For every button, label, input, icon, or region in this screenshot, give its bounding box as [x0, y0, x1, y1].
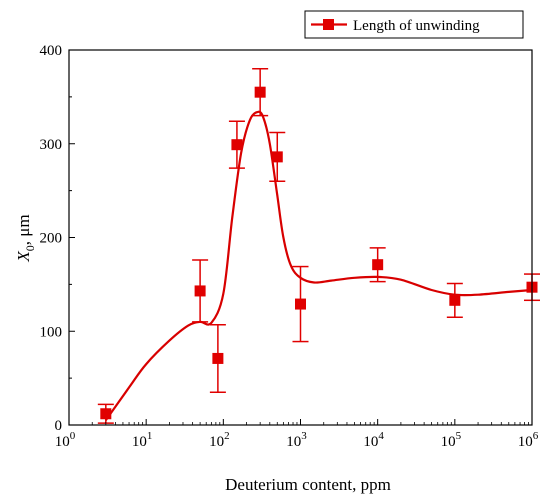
- data-point: [271, 151, 283, 163]
- x-tick-label: 103: [286, 430, 307, 450]
- x-tick-label-base: 10: [286, 434, 301, 450]
- x-tick-label: 100: [55, 430, 76, 450]
- plot-frame: [68, 49, 533, 426]
- data-point: [212, 352, 224, 364]
- x-tick-label-exponent: 5: [456, 430, 462, 442]
- x-tick-label: 102: [209, 430, 230, 450]
- x-tick-label-exponent: 6: [533, 430, 539, 442]
- x-tick-label: 105: [441, 430, 462, 450]
- y-axis-title-symbol: X: [14, 251, 33, 263]
- x-axis-title: Deuterium content, ppm: [225, 475, 391, 494]
- y-tick-label: 200: [40, 231, 63, 247]
- data-point: [231, 139, 243, 151]
- data-point: [194, 285, 206, 297]
- x-tick-label-base: 10: [518, 434, 533, 450]
- legend: Length of unwinding: [304, 10, 524, 39]
- fit-curve: [104, 110, 533, 421]
- data-point: [100, 408, 112, 420]
- data-point: [295, 298, 306, 310]
- x-tick-label: 101: [132, 430, 153, 450]
- y-axis-title-unit: , μm: [14, 214, 33, 245]
- x-tick-label-base: 10: [132, 434, 147, 450]
- x-tick-label: 106: [518, 430, 539, 450]
- marker-layer: [100, 86, 538, 420]
- fit-curve-layer: [104, 110, 533, 421]
- x-tick-label: 104: [363, 430, 384, 450]
- x-tick-label-base: 10: [55, 434, 70, 450]
- data-point: [372, 259, 384, 271]
- x-tick-label-base: 10: [441, 434, 456, 450]
- y-tick-label: 0: [55, 418, 63, 434]
- x-tick-label-exponent: 3: [301, 430, 307, 442]
- legend-label: Length of unwinding: [353, 18, 480, 34]
- x-tick-label-exponent: 2: [224, 430, 230, 442]
- legend-marker: [323, 19, 334, 30]
- y-tick-label: 400: [40, 43, 63, 59]
- error-bar-layer: [97, 68, 540, 424]
- x-tick-label-base: 10: [363, 434, 378, 450]
- data-point: [254, 86, 266, 98]
- x-tick-label-exponent: 4: [378, 430, 384, 442]
- y-axis-title-subscript: 0: [23, 245, 37, 251]
- y-tick-label: 300: [40, 137, 63, 153]
- x-tick-label-exponent: 1: [147, 430, 153, 442]
- x-tick-label-base: 10: [209, 434, 224, 450]
- y-tick-label: 100: [40, 324, 63, 340]
- y-axis-title: X0, μm: [14, 214, 37, 262]
- x-tick-label-exponent: 0: [70, 430, 76, 442]
- data-point: [449, 294, 461, 306]
